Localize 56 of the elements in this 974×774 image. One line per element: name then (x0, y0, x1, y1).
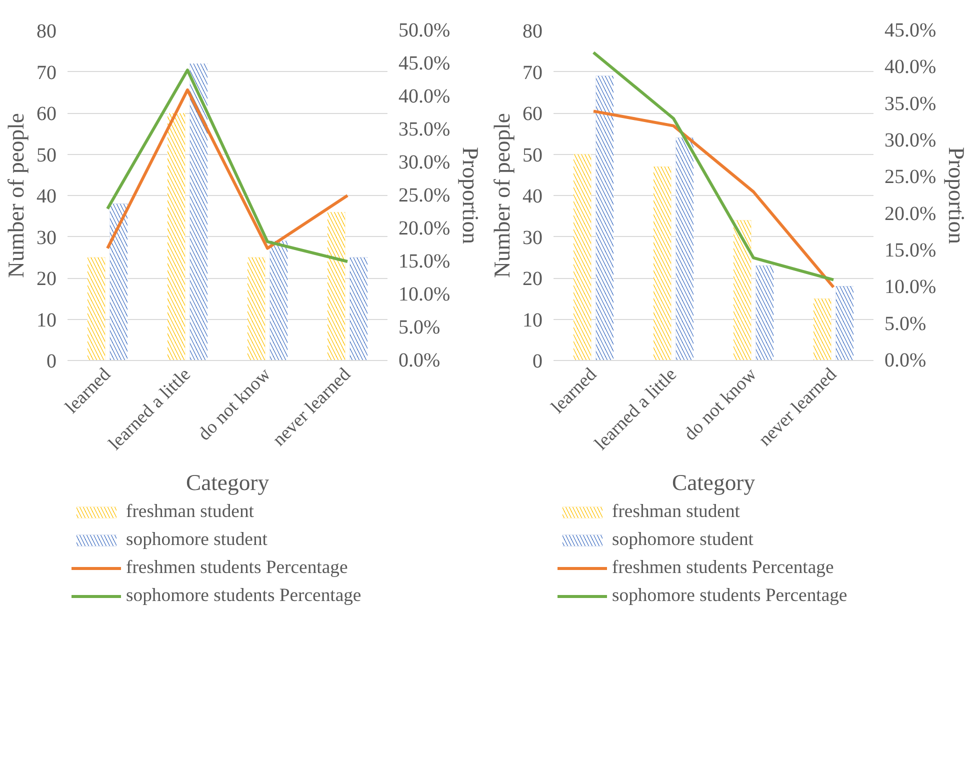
y2-tick-label: 20.0% (884, 202, 936, 225)
legend-label: freshman student (612, 501, 740, 523)
y2-tick-label: 30.0% (884, 130, 936, 152)
y2-tick-label: 40.0% (398, 86, 450, 108)
y2-tick-label: 10.0% (884, 276, 936, 298)
y-tick-label: 70 (36, 62, 56, 84)
y2-tick-label: 35.0% (884, 92, 936, 115)
legend-label: freshmen students Percentage (612, 557, 834, 579)
y-tick-label: 60 (36, 103, 56, 125)
y-tick-label: 30 (522, 226, 542, 249)
y2-tick-label: 10.0% (398, 284, 450, 306)
y-tick-label: 60 (522, 103, 542, 125)
y-tick-label: 50 (522, 144, 542, 166)
legend-label: sophomore students Percentage (126, 585, 362, 607)
y2-tick-label: 15.0% (884, 240, 936, 262)
y-tick-label: 80 (36, 20, 56, 42)
y-tick-label: 30 (36, 226, 56, 249)
y2-tick-label: 50.0% (398, 20, 450, 42)
y2-axis-title: Proportion (944, 147, 970, 244)
y-tick-label: 40 (36, 186, 56, 208)
y2-tick-label: 5.0% (398, 316, 440, 338)
legend-label: sophomore students Percentage (612, 585, 848, 607)
y2-tick-label: 0.0% (398, 350, 440, 372)
y-tick-label: 10 (522, 309, 542, 332)
y2-tick-label: 40.0% (884, 56, 936, 78)
y-tick-label: 20 (522, 268, 542, 290)
y2-tick-label: 45.0% (398, 52, 450, 74)
y2-tick-label: 25.0% (398, 184, 450, 206)
y-axis-title: Number of people (490, 113, 514, 278)
line-series (106, 68, 349, 263)
y2-axis-title: Proportion (458, 147, 484, 244)
y-tick-label: 10 (36, 309, 56, 332)
line-series (592, 110, 835, 289)
y-axis-title: Number of people (4, 113, 28, 278)
y-tick-label: 20 (36, 268, 56, 290)
x-axis-title: Category (186, 470, 270, 495)
legend-label: sophomore student (612, 529, 754, 551)
y-tick-label: 80 (522, 20, 542, 42)
y2-tick-label: 35.0% (398, 118, 450, 140)
y2-tick-label: 0.0% (884, 350, 926, 372)
legend-label: freshmen students Percentage (126, 557, 348, 579)
y2-tick-label: 20.0% (398, 218, 450, 240)
y2-tick-label: 5.0% (884, 312, 926, 335)
legend-label: sophomore student (126, 529, 268, 551)
y2-tick-label: 25.0% (884, 166, 936, 188)
y-tick-label: 70 (522, 62, 542, 84)
y-tick-label: 0 (46, 350, 56, 372)
y-tick-label: 40 (522, 186, 542, 208)
y2-tick-label: 15.0% (398, 250, 450, 272)
line-series (592, 51, 835, 282)
legend-label: freshman student (126, 501, 254, 523)
x-axis-title: Category (672, 470, 756, 495)
y2-tick-label: 45.0% (884, 20, 936, 42)
y-tick-label: 50 (36, 144, 56, 166)
y2-tick-label: 30.0% (398, 152, 450, 174)
y-tick-label: 0 (532, 350, 542, 372)
